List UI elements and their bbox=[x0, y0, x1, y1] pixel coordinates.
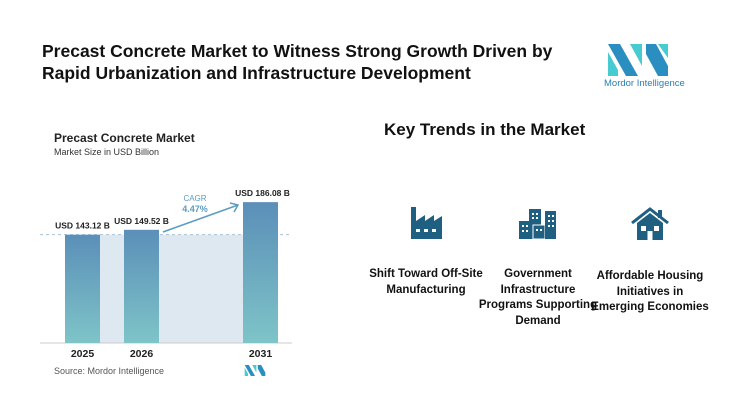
factory-icon bbox=[411, 207, 442, 239]
trend-item-offsite: Shift Toward Off-Site Manufacturing bbox=[366, 207, 486, 298]
trend-item-government: Government Infrastructure Programs Suppo… bbox=[478, 207, 598, 329]
bar-2031 bbox=[243, 202, 278, 343]
x-tick-2031: 2031 bbox=[249, 348, 273, 360]
house-icon bbox=[631, 207, 669, 240]
chart-title: Precast Concrete Market bbox=[54, 131, 195, 145]
cagr-label: CAGR bbox=[183, 194, 206, 203]
x-tick-2026: 2026 bbox=[130, 348, 154, 360]
data-label-2031: USD 186.08 B bbox=[235, 188, 290, 198]
bar-2025 bbox=[65, 234, 100, 343]
mordor-logo-icon bbox=[608, 44, 668, 76]
band-area bbox=[100, 234, 243, 343]
trend-label: Affordable Housing Initiatives in Emergi… bbox=[591, 270, 709, 313]
trend-label: Shift Toward Off-Site Manufacturing bbox=[369, 268, 483, 296]
bar-chart: USD 143.12 B 2025 USD 149.52 B 2026 USD 186.… bbox=[40, 188, 292, 360]
buildings-icon bbox=[519, 209, 556, 239]
data-label-2025: USD 143.12 B bbox=[55, 221, 110, 231]
data-label-2026: USD 149.52 B bbox=[114, 216, 169, 226]
x-tick-2025: 2025 bbox=[71, 348, 95, 360]
key-trends-heading: Key Trends in the Market bbox=[384, 120, 586, 139]
trend-label: Government Infrastructure Programs Suppo… bbox=[478, 268, 598, 327]
chart-source: Source: Mordor Intelligence bbox=[54, 366, 165, 376]
logo-text: Mordor Intelligence bbox=[604, 78, 685, 89]
chart-subtitle: Market Size in USD Billion bbox=[54, 147, 160, 157]
cagr-arrow bbox=[162, 202, 240, 233]
trend-item-housing: Affordable Housing Initiatives in Emergi… bbox=[590, 207, 710, 316]
page-title: Precast Concrete Market to Witness Stron… bbox=[42, 41, 553, 83]
mordor-small-logo-icon bbox=[244, 365, 266, 376]
bar-2026 bbox=[124, 229, 159, 343]
cagr-value: 4.47% bbox=[182, 204, 208, 214]
